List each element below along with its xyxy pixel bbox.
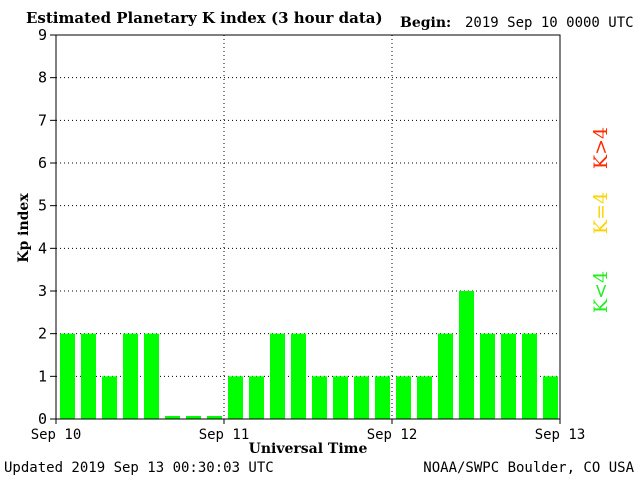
kp-bar: [81, 333, 96, 419]
legend-k-less-4: K<4: [590, 271, 612, 313]
y-tick-label: 1: [38, 367, 47, 385]
updated-timestamp: Updated 2019 Sep 13 00:30:03 UTC: [4, 460, 274, 476]
plot-frame: [55, 34, 561, 420]
bar-layer: [60, 291, 558, 419]
kp-bar: [144, 333, 159, 419]
kp-bar: [60, 333, 75, 419]
x-tick-label: Sep 10: [31, 427, 82, 443]
kp-bar: [480, 333, 495, 419]
kp-bar: [375, 376, 390, 419]
kp-bar: [543, 376, 558, 419]
kp-bar: [501, 333, 516, 419]
kp-bar: [207, 416, 222, 419]
kp-bar: [459, 291, 474, 419]
grid-layer: [56, 35, 560, 419]
kp-bar: [228, 376, 243, 419]
kp-bar: [354, 376, 369, 419]
chart-title: Estimated Planetary K index (3 hour data…: [26, 9, 383, 27]
y-tick-labels: 0 1 2 3 4 5 6 7 8 9: [38, 26, 56, 428]
x-tick-label: Sep 13: [535, 427, 586, 443]
kp-bar: [249, 376, 264, 419]
legend: K>4 K=4 K<4: [590, 127, 612, 313]
x-tick-labels: Sep 10 Sep 11 Sep 12 Sep 13: [31, 419, 586, 443]
kp-bar: [333, 376, 348, 419]
y-tick-label: 4: [38, 239, 47, 257]
kp-bar: [165, 416, 180, 419]
y-tick-label: 0: [38, 410, 47, 428]
y-tick-label: 6: [38, 154, 47, 172]
legend-k-greater-4: K>4: [590, 127, 612, 169]
legend-k-equal-4: K=4: [590, 192, 612, 234]
kp-bar: [291, 333, 306, 419]
kp-bar: [522, 333, 537, 419]
x-tick-label: Sep 12: [367, 427, 418, 443]
kp-bar: [270, 333, 285, 419]
kp-bar: [417, 376, 432, 419]
kp-bar: [438, 333, 453, 419]
y-tick-label: 7: [38, 111, 47, 129]
x-axis-label: Universal Time: [249, 441, 368, 457]
begin-value: 2019 Sep 10 0000 UTC: [465, 15, 634, 31]
y-tick-label: 2: [38, 325, 47, 343]
begin-label: Begin:: [400, 15, 452, 31]
kp-bar: [102, 376, 117, 419]
y-tick-label: 5: [38, 197, 47, 215]
kp-bar: [123, 333, 138, 419]
credit-text: NOAA/SWPC Boulder, CO USA: [423, 460, 634, 476]
kp-bar: [186, 416, 201, 419]
kp-bar: [312, 376, 327, 419]
y-tick-label: 3: [38, 282, 47, 300]
kp-bar: [396, 376, 411, 419]
y-tick-label: 8: [38, 69, 47, 87]
y-axis-label: Kp index: [16, 193, 32, 263]
y-tick-label: 9: [38, 26, 47, 44]
x-tick-label: Sep 11: [199, 427, 250, 443]
